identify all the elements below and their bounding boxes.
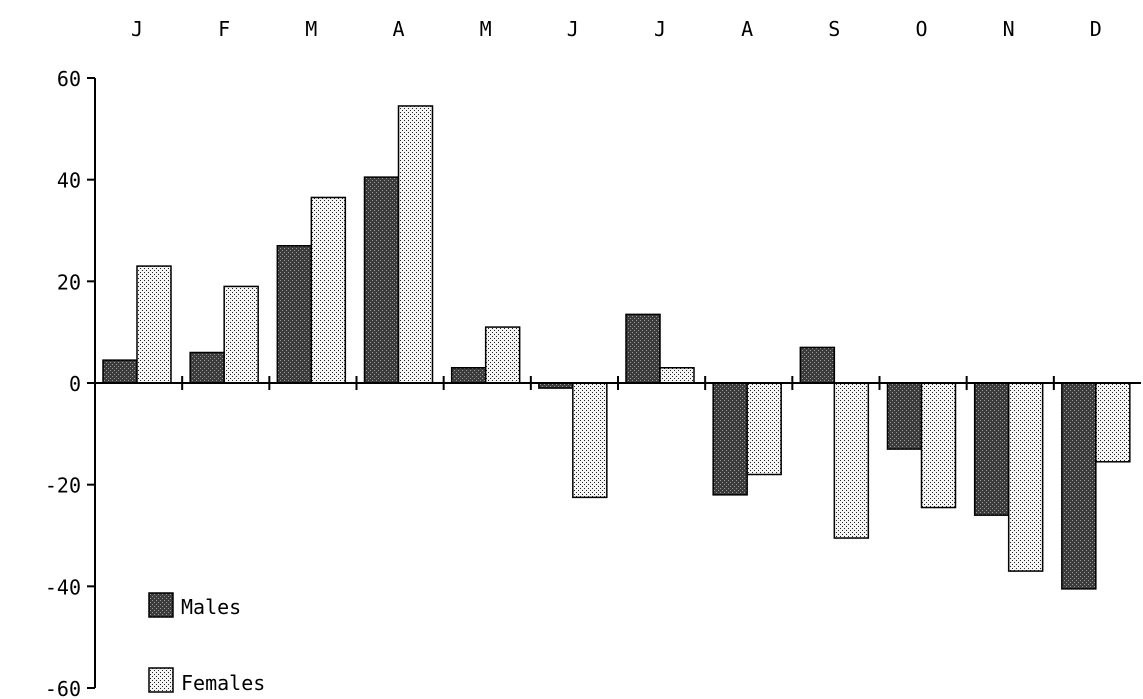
axes-layer <box>87 77 1141 689</box>
bar-females-N-11 <box>1007 382 1044 572</box>
bar-males-J-7 <box>625 313 661 384</box>
bar-females-J-1 <box>136 265 172 384</box>
month-label-M-3: M <box>305 17 317 41</box>
bar-males-S-9 <box>799 346 836 384</box>
y-tick-label-0: 0 <box>69 372 81 396</box>
month-label-O-10: O <box>915 17 927 41</box>
y-tick-label--40: -40 <box>45 575 81 599</box>
bar-males-M-3 <box>276 245 313 384</box>
bars-layer <box>102 105 1131 590</box>
month-label-S-9: S <box>828 17 840 41</box>
month-label-N-11: N <box>1003 17 1015 41</box>
legend: Males Females <box>148 592 265 695</box>
y-tick-label-40: 40 <box>57 169 81 193</box>
bar-females-D-12 <box>1095 382 1131 463</box>
bar-females-S-9 <box>833 382 870 539</box>
legend-label-males: Males <box>181 595 241 619</box>
month-label-M-5: M <box>480 17 492 41</box>
bar-males-O-10 <box>886 382 923 450</box>
y-tick-label-20: 20 <box>57 270 81 294</box>
y-tick-label-60: 60 <box>57 67 81 91</box>
bar-males-A-8 <box>712 382 748 496</box>
bar-males-J-1 <box>102 359 138 384</box>
legend-swatch-females <box>148 667 174 693</box>
bar-females-J-6 <box>572 382 608 499</box>
month-label-F-2: F <box>218 17 230 41</box>
bar-females-M-3 <box>310 196 347 384</box>
bar-males-D-12 <box>1061 382 1097 590</box>
bar-females-M-5 <box>484 326 521 384</box>
bar-females-A-4 <box>397 105 434 384</box>
month-label-J-7: J <box>654 17 666 41</box>
legend-label-females: Females <box>181 671 265 695</box>
bar-males-N-11 <box>973 382 1010 516</box>
y-tick-label--20: -20 <box>45 474 81 498</box>
legend-swatch-males <box>148 592 174 618</box>
bar-females-O-10 <box>920 382 957 509</box>
bar-males-M-5 <box>450 367 487 384</box>
month-label-D-12: D <box>1090 17 1102 41</box>
bar-females-J-7 <box>659 367 695 384</box>
bar-females-F-2 <box>223 285 259 384</box>
month-label-A-4: A <box>392 17 404 41</box>
labels-layer: 60 40 20 0 -20 -40 -60 J F M A M J J A S O N D <box>45 17 1102 699</box>
month-label-A-8: A <box>741 17 753 41</box>
bar-males-A-4 <box>363 176 400 384</box>
bar-females-A-8 <box>746 382 782 476</box>
month-label-J-1: J <box>131 17 143 41</box>
bar-males-F-2 <box>189 351 225 384</box>
month-label-J-6: J <box>567 17 579 41</box>
y-tick-label--60: -60 <box>45 677 81 699</box>
